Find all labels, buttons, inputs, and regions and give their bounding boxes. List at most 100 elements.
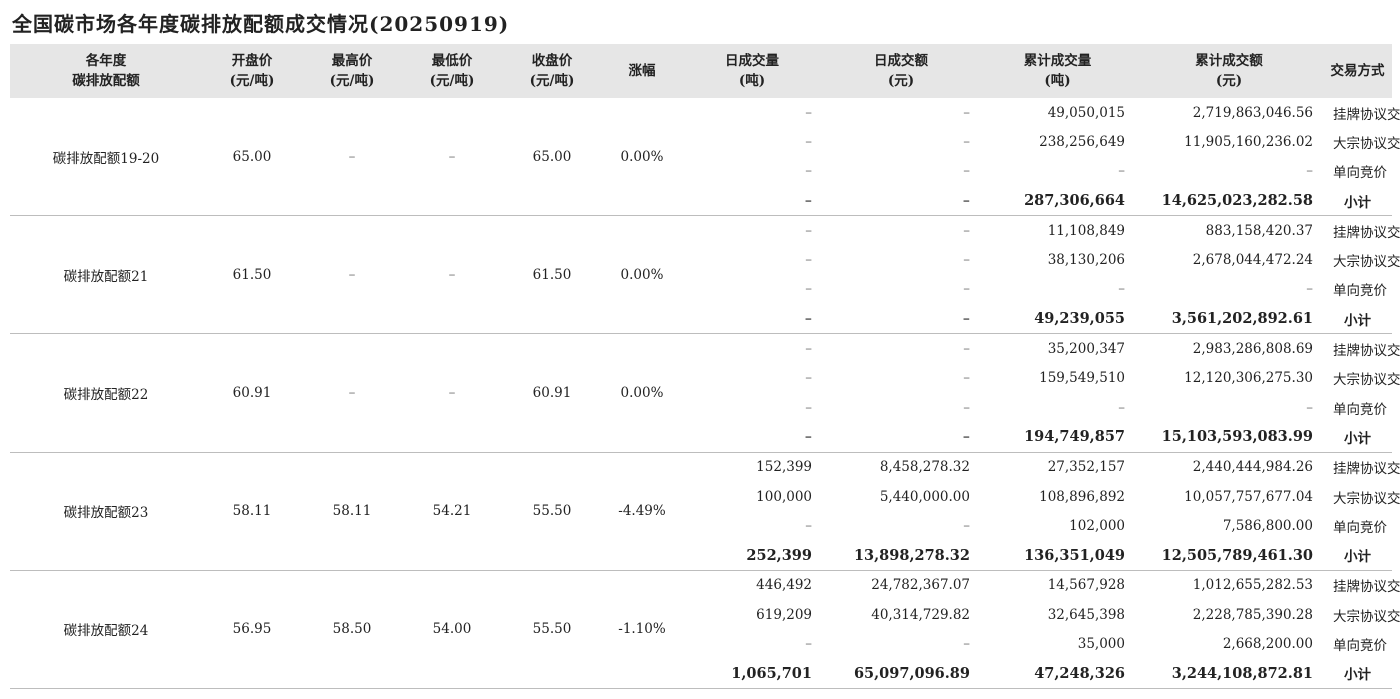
cum-amount-cell: 10,057,757,677.04	[1184, 488, 1313, 505]
cum-volume-cell: 35,000	[1077, 635, 1125, 652]
daily-volume-cell: –	[805, 399, 812, 416]
table-row: 619,209 40,314,729.82 32,645,398 2,228,785,…	[10, 600, 1400, 629]
column-header-cum-amount: 累计成交额 (元)	[1135, 44, 1323, 98]
page-title: 全国碳市场各年度碳排放配额成交情况(20250919)	[12, 12, 510, 36]
trade-mode-cell: 小计	[1323, 185, 1392, 217]
subtotal-row: – –49,239,055 3,561,202,892.61 小计	[10, 304, 1392, 335]
daily-volume-cell: –	[682, 422, 822, 453]
column-header-line1: 日成交额	[874, 53, 928, 69]
subtotal-row: – –287,306,664 14,625,023,282.58 小计	[10, 185, 1392, 217]
table-row: – – 35,000 2,668,200.00 单向竞价	[10, 629, 1392, 658]
table-row: – – 159,549,510 12,120,306,275.30 大宗协议交易	[10, 364, 1400, 393]
allowance-name: 碳排放配额24	[10, 570, 202, 689]
trade-mode-cell: 单向竞价	[1333, 637, 1387, 654]
table-row: – – 38,130,206 2,678,044,472.24 大宗协议交易	[10, 245, 1400, 274]
table-row: 碳排放配额21 61.50– –61.50 0.00% – –11,108,849 883,…	[10, 215, 1400, 335]
cum-amount-cell: 2,678,044,472.24	[1192, 252, 1313, 269]
column-header-daily-volume: 日成交量 (吨)	[682, 44, 822, 98]
cum-volume-cell: 136,351,049	[980, 540, 1135, 571]
cum-volume-cell: 49,050,015	[1047, 104, 1125, 121]
open-price-cell: 65.00	[202, 98, 302, 217]
cum-volume-cell: 108,896,892	[1039, 488, 1125, 505]
daily-amount-cell: 13,898,278.32	[822, 540, 980, 571]
column-header-line2: (元/吨)	[329, 73, 375, 89]
open-price-cell: 61.50	[202, 215, 302, 335]
daily-volume-cell: –	[805, 133, 812, 150]
trade-mode-cell: 挂牌协议交易	[1333, 579, 1400, 596]
table-row: 100,000 5,440,000.00 108,896,892 10,057,757…	[10, 482, 1400, 511]
trade-mode-cell: 大宗协议交易	[1333, 490, 1400, 507]
carbon-allowance-table: 各年度 碳排放配额 开盘价 (元/吨) 最高价 (元/吨) 最低价 (元/吨) 收盘价 (元/吨)…	[10, 44, 1400, 689]
cum-amount-cell: 11,905,160,236.02	[1184, 133, 1313, 150]
daily-amount-cell: 8,458,278.32	[879, 459, 970, 476]
trade-mode-cell: 挂牌协议交易	[1333, 343, 1400, 360]
column-header-line2: (吨)	[738, 73, 766, 89]
trade-mode-cell: 大宗协议交易	[1333, 135, 1400, 152]
low-price-cell: –	[402, 333, 502, 453]
header-row: 各年度 碳排放配额 开盘价 (元/吨) 最高价 (元/吨) 最低价 (元/吨) 收盘价 (元/吨)…	[10, 44, 1392, 98]
trade-mode-cell: 单向竞价	[1333, 519, 1387, 536]
subtotal-row: 252,399 13,898,278.32 136,351,049 12,505,78…	[10, 540, 1392, 571]
daily-amount-cell: –	[963, 399, 970, 416]
daily-amount-cell: –	[963, 341, 970, 358]
cum-volume-cell: 38,130,206	[1047, 252, 1125, 269]
column-header-line1: 累计成交额	[1195, 53, 1263, 69]
open-price-cell: 56.95	[202, 570, 302, 689]
cum-amount-cell: 2,668,200.00	[1222, 635, 1313, 652]
trade-mode-cell: 小计	[1323, 422, 1392, 453]
cum-volume-cell: –	[1118, 163, 1125, 180]
low-price-cell: 54.21	[402, 452, 502, 571]
trade-mode-cell: 单向竞价	[1333, 283, 1387, 300]
allowance-name: 碳排放配额22	[10, 333, 202, 453]
table-row: – – 238,256,649 11,905,160,236.02 大宗协议交易	[10, 127, 1400, 156]
cum-volume-cell: 102,000	[1069, 517, 1125, 534]
column-header-line2: (元/吨)	[529, 73, 575, 89]
daily-amount-cell: –	[822, 185, 980, 217]
daily-amount-cell: 24,782,367.07	[871, 577, 970, 594]
daily-amount-cell: –	[963, 370, 970, 387]
column-header-line1: 开盘价	[231, 53, 273, 69]
column-header-line1: 最高价	[331, 53, 373, 69]
daily-volume-cell: –	[805, 104, 812, 121]
low-price-cell: –	[402, 98, 502, 217]
column-header-line2: (吨)	[1044, 73, 1071, 89]
cum-volume-cell: –	[1118, 399, 1125, 416]
cum-amount-cell: 14,625,023,282.58	[1135, 185, 1323, 217]
high-price-cell: 58.11	[302, 452, 402, 571]
table-row: – – – – 单向竞价	[10, 157, 1392, 186]
cum-amount-cell: 15,103,593,083.99	[1135, 422, 1323, 453]
column-header-close-price: 收盘价 (元/吨)	[502, 44, 602, 98]
cum-amount-cell: 2,440,444,984.26	[1192, 459, 1313, 476]
trade-mode-cell: 大宗协议交易	[1333, 372, 1400, 389]
daily-amount-cell: 40,314,729.82	[871, 606, 970, 623]
cum-volume-cell: 27,352,157	[1047, 459, 1125, 476]
close-price-cell: 55.50	[502, 452, 602, 571]
high-price-cell: 58.50	[302, 570, 402, 689]
trade-mode-cell: 大宗协议交易	[1333, 608, 1400, 625]
column-header-allowance-year: 各年度 碳排放配额	[10, 44, 202, 98]
daily-amount-cell: –	[963, 222, 970, 239]
close-price-cell: 55.50	[502, 570, 602, 689]
column-header-line2: (元)	[1215, 73, 1243, 89]
cum-amount-cell: 2,228,785,390.28	[1192, 606, 1313, 623]
change-cell: -1.10%	[602, 570, 682, 689]
daily-amount-cell: –	[822, 304, 980, 335]
column-header-line1: 最低价	[431, 53, 473, 69]
cum-volume-cell: 11,108,849	[1047, 222, 1125, 239]
table-row: – – – – 单向竞价	[10, 393, 1392, 422]
column-header-daily-amount: 日成交额 (元)	[822, 44, 980, 98]
cum-volume-cell: 194,749,857	[980, 422, 1135, 453]
daily-amount-cell: –	[963, 281, 970, 298]
daily-amount-cell: 5,440,000.00	[879, 488, 970, 505]
cum-volume-cell: 49,239,055	[980, 304, 1135, 335]
column-header-change: 涨幅	[602, 44, 682, 98]
daily-volume-cell: 619,209	[756, 606, 812, 623]
change-cell: -4.49%	[602, 452, 682, 571]
column-header-line1: 日成交量	[725, 53, 779, 69]
cum-amount-cell: 12,120,306,275.30	[1184, 370, 1313, 387]
column-header-line1: 涨幅	[628, 63, 656, 79]
close-price-cell: 60.91	[502, 333, 602, 453]
cum-amount-cell: 3,244,108,872.81	[1135, 658, 1323, 689]
cum-volume-cell: 35,200,347	[1047, 341, 1125, 358]
column-header-cum-volume: 累计成交量 (吨)	[980, 44, 1135, 98]
